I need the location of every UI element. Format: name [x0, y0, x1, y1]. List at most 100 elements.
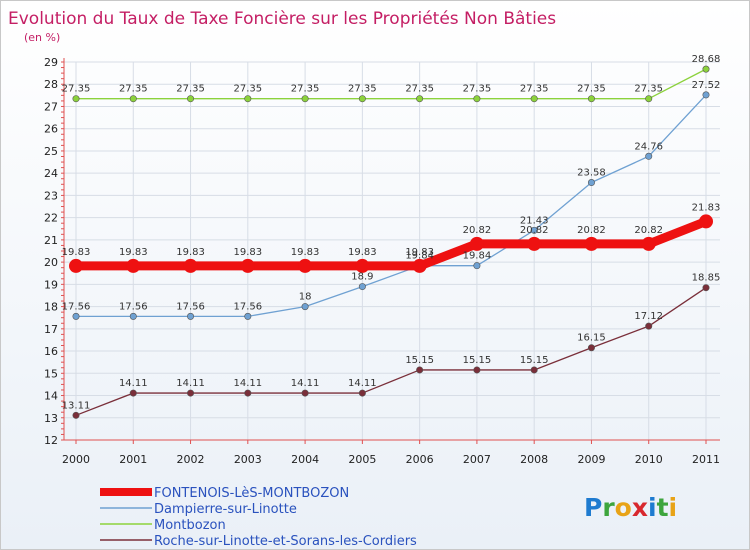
data-point [301, 303, 309, 311]
data-point [244, 95, 252, 103]
series-line [76, 94, 707, 318]
data-point [244, 312, 252, 320]
data-label: 23.58 [577, 168, 606, 179]
data-point [72, 411, 80, 419]
data-point [587, 179, 595, 187]
data-point [72, 95, 80, 103]
series-group [69, 65, 713, 419]
legend-label: FONTENOIS-LèS-MONTBOZON [154, 486, 349, 501]
data-label: 27.35 [62, 84, 91, 95]
y-tick-label: 25 [44, 145, 58, 158]
data-label: 17.56 [233, 301, 262, 312]
data-label: 15.15 [520, 355, 549, 366]
data-label: 19.83 [62, 247, 91, 258]
x-tick-label: 2009 [577, 453, 605, 466]
series-line [76, 217, 708, 271]
chart-title: Evolution du Taux de Taxe Foncière sur l… [8, 9, 556, 29]
data-label: 28.68 [692, 54, 721, 65]
y-tick-label: 14 [44, 390, 58, 403]
axes: 12 13 14 15 16 17 18 19 20 21 22 23 24 25 26 27 28 29 2000… [44, 56, 720, 466]
data-label: 20.82 [634, 225, 663, 236]
data-label: 14.11 [233, 378, 262, 389]
y-tick-label: 21 [44, 234, 58, 247]
data-label: 15.15 [463, 355, 492, 366]
legend-label: Montbozon [154, 518, 226, 533]
data-point [641, 236, 656, 251]
legend-label: Dampierre-sur-Linotte [154, 502, 297, 517]
data-label: 27.35 [520, 84, 549, 95]
data-label: 20.82 [577, 225, 606, 236]
x-tick-label: 2007 [463, 453, 491, 466]
x-tick-label: 2003 [234, 453, 262, 466]
data-point [530, 366, 538, 374]
y-tick-label: 12 [44, 434, 58, 447]
x-tick-label: 2002 [177, 453, 205, 466]
data-label: 27.35 [176, 84, 205, 95]
data-point [129, 95, 137, 103]
data-label: 14.11 [291, 378, 320, 389]
data-label: 14.11 [348, 378, 377, 389]
y-tick-label: 13 [44, 412, 58, 425]
data-label: 17.56 [62, 301, 91, 312]
y-tick-label: 23 [44, 189, 58, 202]
data-point [129, 312, 137, 320]
data-point [469, 236, 484, 251]
data-label: 18.85 [692, 273, 721, 284]
y-tick-label: 24 [44, 167, 58, 180]
data-point [416, 95, 424, 103]
data-label: 14.11 [119, 378, 148, 389]
data-label: 27.35 [463, 84, 492, 95]
data-label: 24.76 [634, 141, 663, 152]
data-point [473, 262, 481, 270]
data-point [416, 366, 424, 374]
data-label: 19.83 [348, 247, 377, 258]
x-tick-label: 2010 [635, 453, 663, 466]
x-tick-label: 2005 [348, 453, 376, 466]
data-label: 27.52 [692, 80, 721, 91]
data-point [702, 284, 710, 292]
data-label: 20.82 [520, 225, 549, 236]
data-label: 17.12 [634, 311, 663, 322]
data-point [702, 91, 710, 99]
data-label: 19.84 [463, 251, 492, 262]
data-label: 19.83 [176, 247, 205, 258]
logo-text: Proxiti [584, 493, 677, 522]
data-label: 27.35 [291, 84, 320, 95]
data-label: 21.83 [692, 202, 721, 213]
data-point [183, 258, 198, 273]
data-point [126, 258, 141, 273]
data-point [187, 389, 195, 397]
x-tick-label: 2011 [692, 453, 720, 466]
data-label: 27.35 [577, 84, 606, 95]
data-point [645, 95, 653, 103]
data-label: 19.83 [291, 247, 320, 258]
data-point [473, 366, 481, 374]
data-point [645, 322, 653, 330]
data-label: 19.83 [119, 247, 148, 258]
data-point [587, 344, 595, 352]
x-tick-label: 2001 [119, 453, 147, 466]
y-tick-label: 27 [44, 100, 58, 113]
y-tick-label: 17 [44, 323, 58, 336]
legend: FONTENOIS-LèS-MONTBOZONDampierre-sur-Lin… [100, 486, 417, 549]
data-point [412, 258, 427, 273]
data-point [527, 236, 542, 251]
data-point [129, 389, 137, 397]
y-tick-label: 26 [44, 123, 58, 136]
data-label: 18 [299, 292, 312, 303]
data-label: 19.84 [405, 251, 434, 262]
data-point [702, 65, 710, 73]
data-point [473, 95, 481, 103]
data-point [358, 389, 366, 397]
y-tick-label: 16 [44, 345, 58, 358]
data-label: 27.35 [348, 84, 377, 95]
data-label: 16.15 [577, 333, 606, 344]
data-label: 15.15 [405, 355, 434, 366]
data-label: 27.35 [233, 84, 262, 95]
data-label: 27.35 [405, 84, 434, 95]
data-point [584, 236, 599, 251]
data-point [587, 95, 595, 103]
data-label: 14.11 [176, 378, 205, 389]
x-tick-label: 2006 [406, 453, 434, 466]
